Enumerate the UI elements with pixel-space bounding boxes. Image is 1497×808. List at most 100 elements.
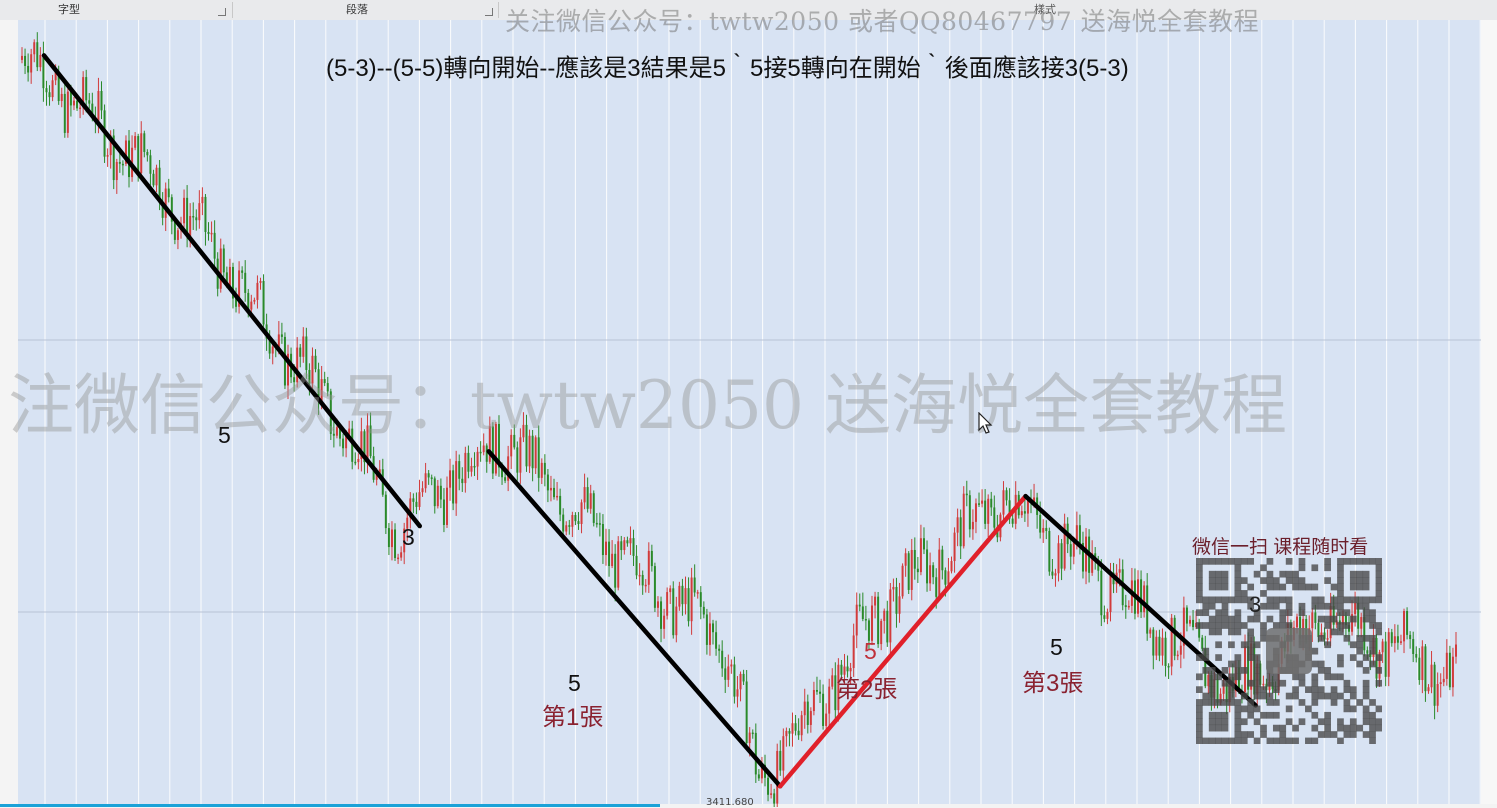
qr-module (1228, 692, 1235, 700)
qr-module (1343, 705, 1351, 713)
candle-body (858, 604, 861, 607)
candle-body (369, 425, 372, 457)
candle-body (363, 431, 366, 463)
qr-module (1317, 596, 1325, 604)
candle-body (375, 474, 378, 480)
qr-module (1337, 558, 1344, 565)
qr-module (1330, 673, 1338, 681)
candle-body (473, 465, 476, 468)
qr-module (1362, 596, 1370, 604)
candle-body (1201, 637, 1204, 649)
candle-body (712, 623, 715, 633)
candle-body (819, 691, 822, 694)
candle-body (656, 601, 659, 608)
qr-module (1292, 724, 1299, 732)
candle-body (1182, 607, 1185, 646)
candle-body (253, 299, 256, 302)
qr-code-icon[interactable] (1196, 558, 1382, 744)
candle-body (629, 538, 632, 544)
candle-body (525, 424, 528, 467)
ribbon-group-paragraph[interactable]: 段落 (346, 3, 368, 16)
candle-body (611, 553, 614, 567)
candle-body (69, 91, 72, 106)
qr-module (1234, 724, 1242, 732)
candle-body (684, 588, 687, 605)
qr-module (1279, 737, 1287, 744)
candle-body (280, 334, 283, 337)
qr-module (1234, 711, 1242, 719)
candle-body (788, 730, 791, 734)
candle-body (583, 487, 586, 503)
candle-body (390, 529, 393, 548)
candle-body (256, 282, 259, 300)
qr-module (1279, 731, 1287, 738)
watermark-top: 关注微信公众号：twtw2050 或者QQ80467797 送海悦全套教程 (505, 7, 1260, 36)
qr-module (1215, 577, 1222, 584)
ribbon-group-styles[interactable]: 樣式 (1034, 3, 1056, 16)
qr-module (1208, 679, 1216, 687)
qr-module (1324, 731, 1331, 738)
candle-body (1140, 579, 1143, 613)
qr-module (1362, 654, 1370, 661)
qr-module (1349, 654, 1357, 661)
candle-body (1250, 643, 1253, 690)
qr-module (1208, 577, 1216, 584)
candle-body (880, 620, 883, 645)
candle-body (351, 428, 354, 462)
qr-module (1337, 577, 1344, 584)
candle-body (601, 523, 604, 556)
candle-body (1320, 632, 1323, 638)
qr-module (1375, 654, 1382, 661)
candle-body (436, 485, 439, 507)
qr-module (1343, 558, 1351, 565)
candle-body (721, 650, 724, 669)
qr-module (1349, 731, 1357, 738)
qr-module (1324, 622, 1331, 629)
qr-module (1298, 558, 1306, 565)
qr-module (1215, 596, 1222, 604)
qr-module (1208, 711, 1216, 719)
paragraph-dialog-launcher-icon[interactable] (485, 8, 493, 16)
candle-body (638, 574, 641, 577)
qr-module (1208, 596, 1216, 604)
qr-module (1260, 622, 1267, 629)
ribbon-group-font[interactable]: 字型 (58, 3, 80, 16)
candle-body (476, 451, 479, 467)
font-dialog-launcher-icon[interactable] (218, 8, 226, 16)
qr-module (1375, 583, 1382, 591)
qr-module (1311, 673, 1319, 681)
qr-module (1234, 583, 1242, 591)
candle-body (112, 135, 115, 181)
candle-body (791, 723, 794, 734)
qr-module (1240, 705, 1248, 713)
candle-body (48, 92, 51, 98)
qr-module (1196, 711, 1203, 719)
candle-body (1399, 641, 1402, 643)
candle-body (742, 673, 745, 682)
candle-body (241, 270, 244, 273)
qr-module (1305, 737, 1312, 744)
qr-module (1375, 558, 1382, 565)
qr-center-logo (1266, 628, 1312, 674)
candle-body (1384, 641, 1387, 677)
candle-body (1005, 490, 1008, 501)
candle-body (1360, 617, 1363, 629)
qr-module (1311, 692, 1319, 700)
qr-module (1208, 602, 1216, 610)
qr-module (1234, 596, 1242, 604)
qr-module (1369, 596, 1376, 604)
candle-body (1335, 620, 1338, 625)
candle-body (549, 487, 552, 491)
candle-body (1207, 675, 1210, 687)
candle-body (357, 458, 360, 463)
qr-module (1285, 609, 1293, 617)
candle-body (1143, 585, 1146, 613)
qr-module (1228, 673, 1235, 681)
candle-body (815, 689, 818, 692)
candle-body (730, 664, 733, 667)
candle-body (861, 606, 864, 619)
candle-body (1185, 607, 1188, 624)
candle-body (27, 65, 30, 73)
candle-body (812, 689, 815, 712)
candle-body (1164, 637, 1167, 666)
